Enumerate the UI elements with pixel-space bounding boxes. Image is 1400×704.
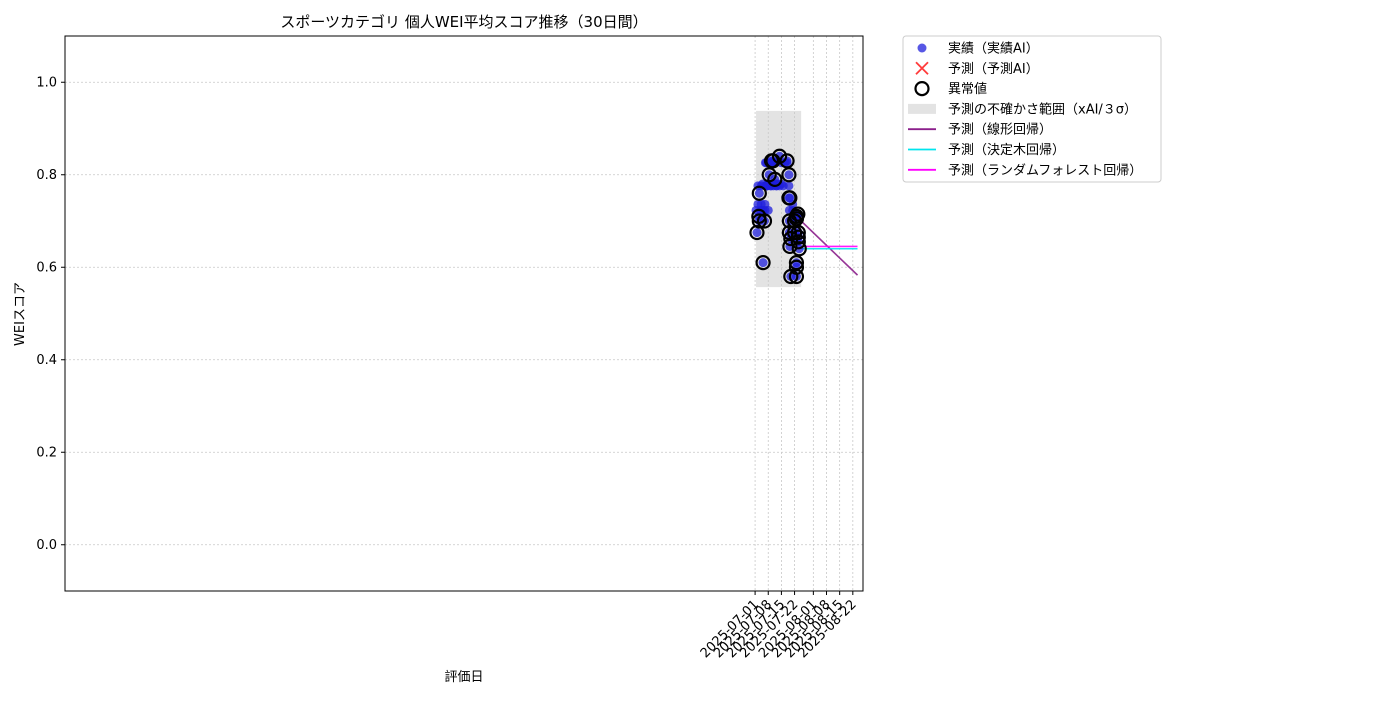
- legend-label-tree: 予測（決定木回帰）: [948, 142, 1065, 158]
- legend-label-band: 予測の不確かさ範囲（xAI/３σ）: [948, 101, 1137, 117]
- y-tick-label: 1.0: [36, 75, 57, 90]
- anomaly-marker: [751, 213, 767, 229]
- legend-label-linear: 予測（線形回帰）: [948, 122, 1052, 138]
- legend-label-predicted: 予測（予測AI）: [948, 62, 1039, 77]
- prediction-lines-layer: [800, 220, 859, 276]
- actual-data-point: [784, 170, 794, 180]
- legend-label-actual: 実績（実績AI）: [948, 41, 1039, 57]
- anomaly-marker: [767, 171, 783, 187]
- anomaly-marker: [782, 190, 798, 206]
- anomaly-marker: [790, 229, 806, 245]
- y-axis-label: WEIスコア: [13, 282, 28, 346]
- y-tick-label: 0.4: [36, 353, 57, 368]
- anomaly-marker: [791, 241, 807, 257]
- actual-data-point: [754, 188, 764, 198]
- legend-label-anomaly: 異常値: [948, 81, 987, 97]
- y-tick-label: 0.0: [36, 538, 57, 553]
- actual-data-point: [784, 181, 794, 191]
- y-axis-ticks: 0.0 0.2 0.4 0.6 0.8 1.0: [36, 75, 65, 553]
- anomaly-marker: [771, 148, 788, 164]
- legend-marker-predicted: [915, 61, 929, 75]
- anomaly-marker: [788, 259, 805, 275]
- anomaly-marker: [751, 185, 767, 201]
- x-axis-ticks: 2025-07-012025-07-082025-07-152025-07-22…: [698, 591, 860, 661]
- anomaly-marker: [755, 255, 771, 271]
- legend-marker-anomaly: [914, 80, 930, 97]
- anomaly-marker: [790, 206, 806, 222]
- anomaly-marker: [790, 234, 806, 250]
- chart-title: スポーツカテゴリ 個人WEI平均スコア推移（30日間）: [280, 13, 647, 31]
- anomaly-marker: [782, 238, 798, 255]
- y-tick-label: 0.6: [36, 260, 57, 275]
- legend-label-forest: 予測（ランダムフォレスト回帰）: [948, 162, 1142, 178]
- anomaly-marker: [790, 224, 806, 241]
- anomaly-marker: [781, 167, 797, 183]
- anomaly-marker: [788, 268, 805, 285]
- legend-marker-band: [908, 103, 936, 114]
- actual-data-point: [752, 228, 762, 238]
- y-tick-label: 0.8: [36, 168, 57, 183]
- y-tick-label: 0.2: [36, 445, 57, 460]
- grid-layer: [65, 36, 863, 591]
- legend-marker-actual: [917, 43, 927, 53]
- anomaly-marker: [756, 213, 773, 229]
- anomaly-markers-layer: [749, 148, 807, 285]
- anomaly-marker: [779, 153, 795, 169]
- plot-frame: [64, 35, 864, 592]
- actual-data-point: [763, 205, 773, 215]
- legend-frame: [902, 35, 1162, 183]
- actual-data-point: [758, 258, 768, 268]
- x-axis-label: 評価日: [444, 670, 483, 685]
